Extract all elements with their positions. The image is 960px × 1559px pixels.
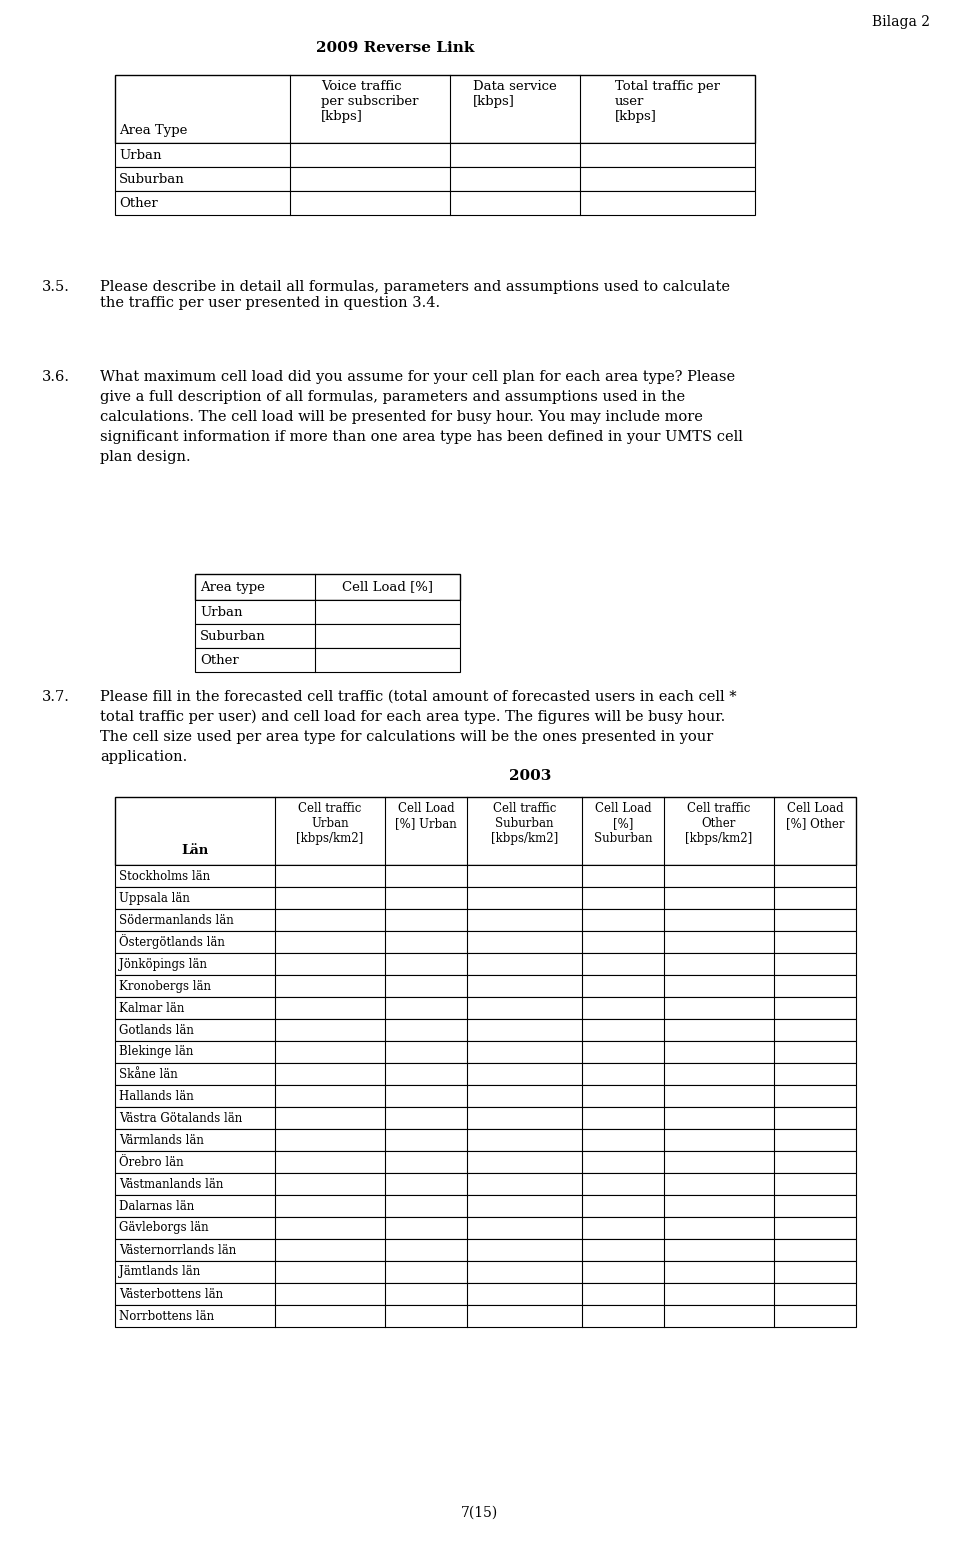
Text: Data service
[kbps]: Data service [kbps]: [473, 80, 557, 108]
Bar: [115, 143, 755, 167]
Text: Suburban: Suburban: [200, 630, 266, 642]
Text: 2009 Reverse Link: 2009 Reverse Link: [316, 41, 474, 55]
Text: Suburban: Suburban: [119, 173, 184, 186]
Text: Skåne län: Skåne län: [119, 1068, 178, 1080]
Text: 3.6.: 3.6.: [42, 369, 70, 384]
Bar: [115, 192, 755, 215]
Text: Please fill in the forecasted cell traffic (total amount of forecasted users in : Please fill in the forecasted cell traff…: [100, 691, 736, 705]
Text: Cell Load [%]: Cell Load [%]: [342, 580, 433, 594]
Bar: [115, 1305, 856, 1327]
Text: Please describe in detail all formulas, parameters and assumptions used to calcu: Please describe in detail all formulas, …: [100, 281, 730, 310]
Text: Voice traffic
per subscriber
[kbps]: Voice traffic per subscriber [kbps]: [322, 80, 419, 123]
Text: total traffic per user) and cell load for each area type. The figures will be bu: total traffic per user) and cell load fo…: [100, 709, 725, 725]
Text: Cell Load
[%] Urban: Cell Load [%] Urban: [396, 801, 457, 829]
Text: Cell traffic
Urban
[kbps/km2]: Cell traffic Urban [kbps/km2]: [297, 801, 364, 845]
Text: plan design.: plan design.: [100, 451, 191, 465]
Bar: [115, 1085, 856, 1107]
Bar: [195, 624, 460, 649]
Text: Bilaga 2: Bilaga 2: [872, 16, 930, 30]
Bar: [115, 974, 856, 998]
Bar: [115, 1172, 856, 1196]
Text: Norrbottens län: Norrbottens län: [119, 1310, 214, 1322]
Bar: [115, 1107, 856, 1129]
Text: What maximum cell load did you assume for your cell plan for each area type? Ple: What maximum cell load did you assume fo…: [100, 369, 735, 384]
Text: Kalmar län: Kalmar län: [119, 1001, 184, 1015]
Bar: [115, 1196, 856, 1218]
Bar: [115, 865, 856, 887]
Text: significant information if more than one area type has been defined in your UMTS: significant information if more than one…: [100, 430, 743, 444]
Text: Cell traffic
Suburban
[kbps/km2]: Cell traffic Suburban [kbps/km2]: [491, 801, 558, 845]
Text: The cell size used per area type for calculations will be the ones presented in : The cell size used per area type for cal…: [100, 730, 713, 744]
Text: Other: Other: [200, 653, 239, 667]
Bar: [115, 1041, 856, 1063]
Text: Dalarnas län: Dalarnas län: [119, 1199, 194, 1213]
Text: Hallands län: Hallands län: [119, 1090, 194, 1102]
Bar: [115, 909, 856, 931]
Text: Cell Load
[%]
Suburban: Cell Load [%] Suburban: [593, 801, 652, 845]
Text: Cell traffic
Other
[kbps/km2]: Cell traffic Other [kbps/km2]: [685, 801, 753, 845]
Bar: [115, 931, 856, 953]
Text: Västra Götalands län: Västra Götalands län: [119, 1112, 242, 1124]
Text: 3.7.: 3.7.: [42, 691, 70, 705]
Text: give a full description of all formulas, parameters and assumptions used in the: give a full description of all formulas,…: [100, 390, 685, 404]
Text: Östergötlands län: Östergötlands län: [119, 934, 225, 949]
Bar: [195, 600, 460, 624]
Text: Västerbottens län: Västerbottens län: [119, 1288, 223, 1300]
Text: Gotlands län: Gotlands län: [119, 1024, 194, 1037]
Bar: [195, 574, 460, 600]
Text: Other: Other: [119, 196, 157, 209]
Bar: [115, 1261, 856, 1283]
Bar: [115, 1129, 856, 1151]
Text: 3.5.: 3.5.: [42, 281, 70, 295]
Bar: [115, 998, 856, 1020]
Text: Uppsala län: Uppsala län: [119, 892, 190, 904]
Text: Area Type: Area Type: [119, 125, 187, 137]
Bar: [115, 1063, 856, 1085]
Bar: [115, 1020, 856, 1041]
Bar: [115, 953, 856, 974]
Text: Jönköpings län: Jönköpings län: [119, 957, 207, 971]
Text: 2003: 2003: [509, 769, 551, 783]
Text: Värmlands län: Värmlands län: [119, 1133, 204, 1146]
Text: Stockholms län: Stockholms län: [119, 870, 210, 882]
Text: Västmanlands län: Västmanlands län: [119, 1177, 224, 1191]
Text: application.: application.: [100, 750, 187, 764]
Text: Cell Load
[%] Other: Cell Load [%] Other: [785, 801, 844, 829]
Bar: [115, 887, 856, 909]
Text: Jämtlands län: Jämtlands län: [119, 1266, 201, 1278]
Text: Örebro län: Örebro län: [119, 1155, 183, 1169]
Text: Län: Län: [181, 843, 208, 857]
Bar: [115, 167, 755, 192]
Text: Urban: Urban: [119, 148, 161, 162]
Text: Västernorrlands län: Västernorrlands län: [119, 1244, 236, 1257]
Bar: [115, 1239, 856, 1261]
Bar: [115, 797, 856, 865]
Text: 7(15): 7(15): [462, 1506, 498, 1520]
Bar: [195, 649, 460, 672]
Bar: [115, 1151, 856, 1172]
Bar: [115, 75, 755, 143]
Text: Södermanlands län: Södermanlands län: [119, 914, 233, 926]
Text: Total traffic per
user
[kbps]: Total traffic per user [kbps]: [615, 80, 720, 123]
Text: Area type: Area type: [200, 580, 265, 594]
Text: calculations. The cell load will be presented for busy hour. You may include mor: calculations. The cell load will be pres…: [100, 410, 703, 424]
Text: Kronobergs län: Kronobergs län: [119, 979, 211, 993]
Bar: [115, 1283, 856, 1305]
Bar: [115, 1218, 856, 1239]
Text: Gävleborgs län: Gävleborgs län: [119, 1222, 208, 1235]
Text: Urban: Urban: [200, 605, 243, 619]
Text: Blekinge län: Blekinge län: [119, 1046, 193, 1059]
